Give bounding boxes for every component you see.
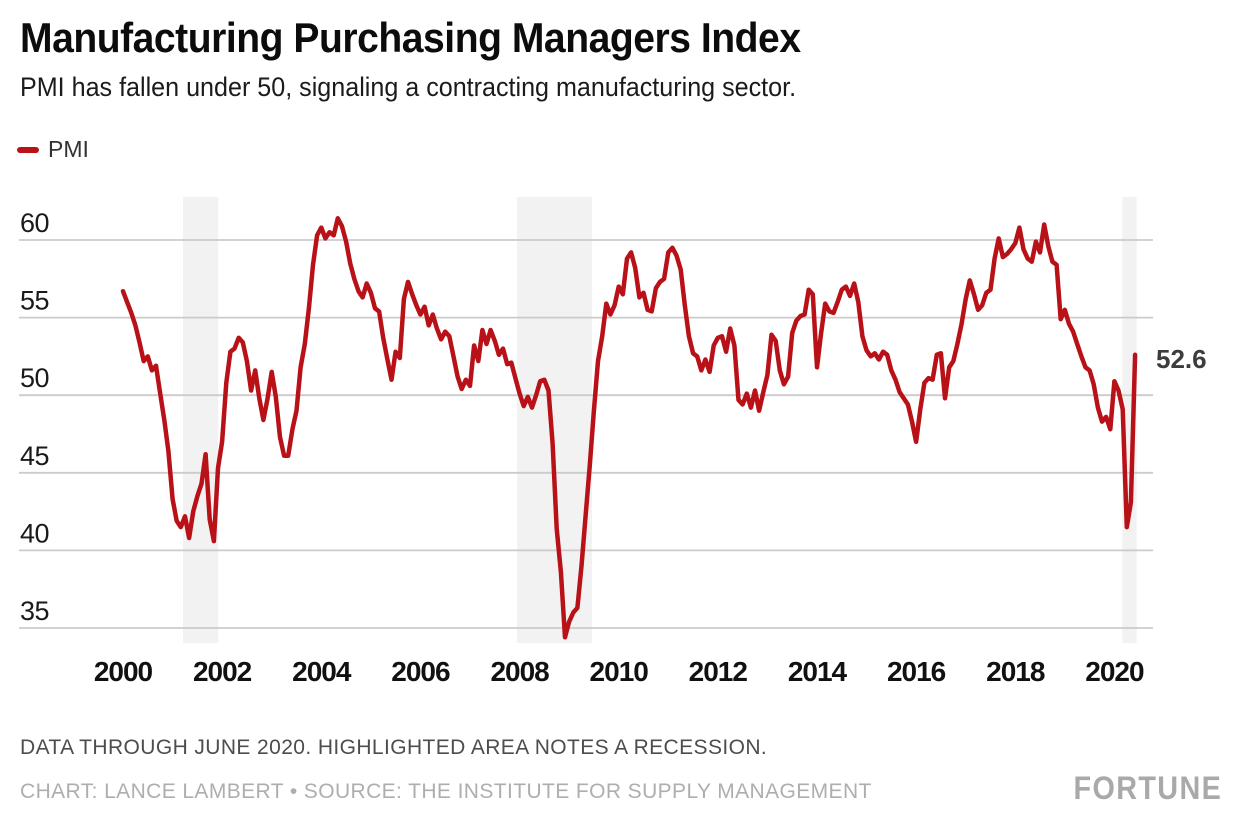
recession-band (183, 197, 219, 643)
pmi-line (120, 216, 1138, 640)
legend-label: PMI (48, 136, 89, 162)
x-tick-label: 2010 (590, 656, 649, 687)
page-title: Manufacturing Purchasing Managers Index (20, 14, 801, 61)
x-tick-label: 2016 (887, 656, 946, 687)
y-tick-label: 35 (20, 596, 49, 626)
y-tick-label: 60 (20, 208, 49, 238)
x-tick-label: 2006 (391, 656, 450, 687)
fortune-logo: FORTUNE (1073, 770, 1222, 806)
x-tick-label: 2014 (788, 656, 848, 687)
legend: PMI (17, 136, 89, 163)
y-tick-label: 45 (20, 441, 49, 471)
y-tick-label: 40 (20, 518, 49, 548)
y-tick-label: 50 (20, 363, 49, 393)
x-tick-label: 2020 (1085, 656, 1144, 687)
x-tick-label: 2002 (193, 656, 252, 687)
x-tick-label: 2000 (94, 656, 153, 687)
x-tick-label: 2012 (689, 656, 748, 687)
pmi-line-swatch-icon (17, 146, 39, 153)
footer-credit: CHART: LANCE LAMBERT • SOURCE: THE INSTI… (20, 780, 872, 803)
chart-subtitle: PMI has fallen under 50, signaling a con… (20, 72, 797, 102)
y-tick-label: 55 (20, 286, 49, 316)
recession-band (1122, 197, 1137, 643)
x-tick-label: 2008 (490, 656, 549, 687)
x-tick-label: 2018 (986, 656, 1045, 687)
x-tick-label: 2004 (292, 656, 352, 687)
last-value-annotation: 52.6 (1156, 344, 1207, 374)
footer-note: DATA THROUGH JUNE 2020. HIGHLIGHTED AREA… (20, 736, 768, 759)
